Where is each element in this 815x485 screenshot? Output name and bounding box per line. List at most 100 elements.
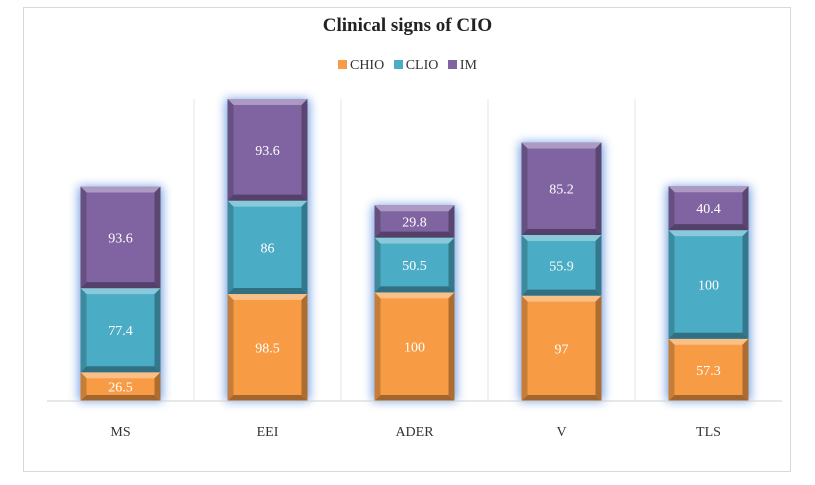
- bar-bevel-top: [521, 295, 602, 302]
- bar-bevel-bottom: [521, 289, 602, 296]
- bar-bevel-right: [448, 292, 455, 401]
- data-label-clio-tls: 100: [698, 278, 719, 293]
- bar-bevel-right: [154, 372, 161, 401]
- chart-legend: CHIO CLIO IM: [0, 58, 815, 74]
- bar-bevel-right: [301, 200, 308, 295]
- bar-bevel-right: [742, 230, 749, 339]
- bar-group-ms: 26.5 77.4 93.6: [78, 186, 163, 401]
- data-label-chio-ader: 100: [404, 341, 425, 356]
- bar-group-tls: 57.3 100 40.4: [666, 186, 751, 401]
- bar-bevel-left: [668, 338, 675, 401]
- bar-bevel-left: [668, 230, 675, 339]
- bar-im-ms: [80, 186, 161, 289]
- bar-bevel-top: [80, 186, 161, 193]
- bar-clio-v: [521, 234, 602, 296]
- data-label-im-ader: 29.8: [402, 215, 427, 230]
- bar-chio-v: [521, 295, 602, 401]
- bar-bevel-bottom: [374, 395, 455, 401]
- bar-bevel-bottom: [374, 286, 455, 293]
- bar-bevel-right: [595, 295, 602, 401]
- bar-im-eei: [227, 99, 308, 201]
- bar-bevel-right: [154, 186, 161, 289]
- bar-chio-ader: [374, 292, 455, 401]
- chart-title: Clinical signs of CIO: [322, 15, 493, 36]
- data-label-chio-tls: 57.3: [696, 364, 721, 379]
- bar-bevel-top: [227, 294, 308, 301]
- bar-bevel-left: [80, 288, 87, 373]
- x-tick-label-tls: TLS: [696, 425, 721, 440]
- bar-bevel-left: [521, 142, 528, 235]
- bar-bevel-top: [227, 200, 308, 207]
- bar-bevel-top: [521, 234, 602, 241]
- bar-bevel-bottom: [80, 366, 161, 373]
- bar-bevel-left: [521, 234, 528, 296]
- bar-chio-tls: [668, 338, 749, 401]
- bar-clio-eei: [227, 200, 308, 295]
- legend-label-clio: CLIO: [405, 58, 439, 73]
- legend-swatch-clio: [393, 60, 403, 69]
- bar-bevel-left: [227, 99, 234, 201]
- bar-bevel-bottom: [374, 231, 455, 238]
- data-label-im-ms: 93.6: [108, 231, 133, 246]
- bar-clio-ader: [374, 237, 455, 293]
- data-label-im-eei: 93.6: [255, 144, 280, 159]
- bar-bevel-top: [668, 230, 749, 237]
- bar-clio-tls: [668, 230, 749, 339]
- bar-bevel-bottom: [668, 332, 749, 339]
- bar-bevel-top: [374, 205, 455, 212]
- bar-bevel-bottom: [521, 228, 602, 235]
- bar-bevel-top: [668, 186, 749, 193]
- bar-bevel-bottom: [668, 395, 749, 401]
- x-tick-label-ader: ADER: [395, 425, 434, 440]
- bar-group-v: 97 55.9 85.2: [519, 142, 604, 401]
- bar-bevel-right: [301, 294, 308, 401]
- bar-bevel-right: [448, 237, 455, 293]
- bar-bevel-right: [301, 99, 308, 201]
- legend-item-im: IM: [447, 58, 477, 74]
- bar-group-eei: 98.5 86 93.6: [225, 99, 310, 401]
- bar-chio-eei: [227, 294, 308, 401]
- bar-bevel-left: [374, 237, 381, 293]
- bar-bevel-left: [668, 186, 675, 231]
- x-tick-label-v: V: [556, 425, 566, 440]
- bar-im-tls: [668, 186, 749, 231]
- bar-bevel-top: [668, 338, 749, 345]
- bar-bevel-bottom: [521, 395, 602, 401]
- data-label-chio-eei: 98.5: [255, 342, 280, 357]
- legend-swatch-chio: [337, 60, 347, 69]
- data-label-clio-ader: 50.5: [402, 259, 427, 274]
- bar-bevel-right: [154, 288, 161, 373]
- bar-bevel-top: [80, 288, 161, 295]
- data-label-clio-eei: 86: [261, 241, 275, 256]
- bar-clio-ms: [80, 288, 161, 373]
- data-label-im-v: 85.2: [549, 183, 574, 198]
- data-label-im-tls: 40.4: [696, 202, 721, 217]
- bar-bevel-bottom: [227, 395, 308, 401]
- bar-bevel-bottom: [227, 288, 308, 295]
- bar-bevel-top: [374, 292, 455, 299]
- bar-bevel-left: [80, 186, 87, 289]
- bar-bevel-top: [227, 99, 308, 105]
- bar-im-v: [521, 142, 602, 235]
- data-label-clio-ms: 77.4: [108, 324, 133, 339]
- bar-bevel-top: [521, 142, 602, 149]
- data-label-chio-ms: 26.5: [108, 381, 133, 396]
- bar-bevel-right: [742, 338, 749, 401]
- legend-item-clio: CLIO: [393, 58, 439, 74]
- bar-bevel-left: [374, 205, 381, 238]
- bar-bevel-right: [742, 186, 749, 231]
- data-label-clio-v: 55.9: [549, 259, 574, 274]
- bar-bevel-bottom: [227, 194, 308, 201]
- bar-bevel-left: [80, 372, 87, 401]
- bar-bevel-right: [595, 234, 602, 296]
- bar-bevel-top: [80, 372, 161, 379]
- bar-bevel-bottom: [668, 224, 749, 231]
- bar-bevel-left: [374, 292, 381, 401]
- legend-item-chio: CHIO: [337, 58, 384, 74]
- x-tick-label-eei: EEI: [257, 425, 279, 440]
- bar-bevel-left: [227, 294, 234, 401]
- bar-bevel-bottom: [80, 395, 161, 401]
- bar-group-ader: 100 50.5 29.8: [372, 205, 457, 401]
- bar-bevel-top: [374, 237, 455, 244]
